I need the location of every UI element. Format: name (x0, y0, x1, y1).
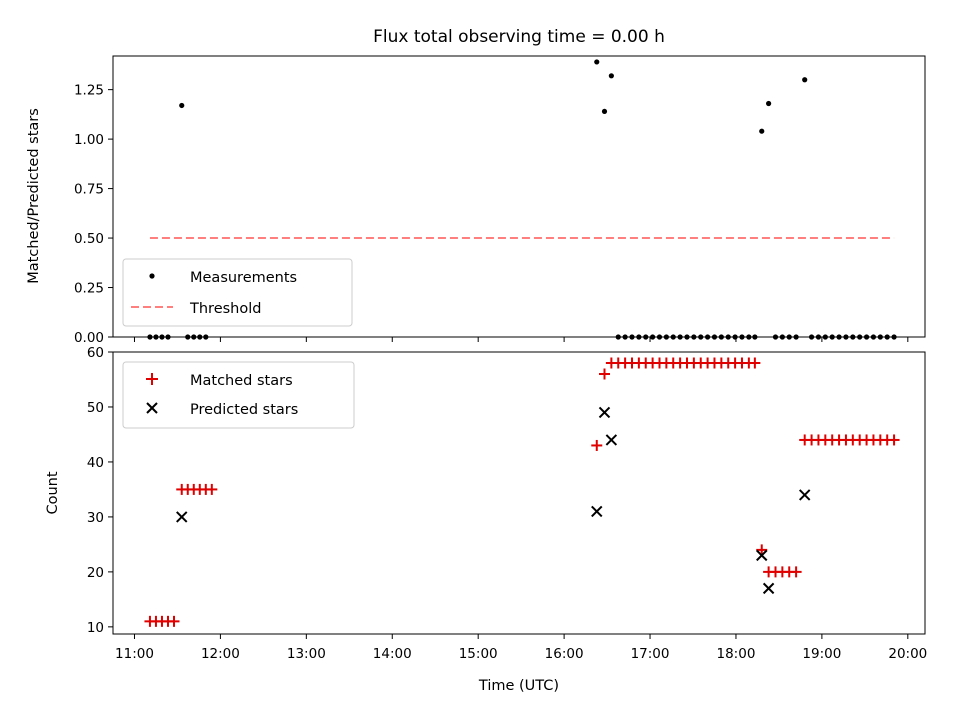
bottom-y-tick-label: 40 (87, 455, 104, 471)
x-tick-label: 11:00 (115, 646, 154, 662)
x-tick-label: 18:00 (717, 646, 756, 662)
predicted-stars-point (762, 582, 775, 595)
bottom-y-tick-label: 30 (87, 510, 104, 526)
matched-stars-point (168, 615, 180, 627)
predicted-stars-point (605, 434, 618, 446)
measurement-point (179, 102, 185, 109)
legend-bottom: Matched stars Predicted stars (122, 361, 355, 429)
legend-predicted-label: Predicted stars (190, 402, 298, 418)
top-y-tick-label: 0.50 (74, 231, 104, 247)
bottom-y-tick-label: 60 (87, 345, 104, 361)
predicted-stars-point (798, 489, 811, 501)
matched-stars-point (749, 357, 761, 369)
legend-matched-marker (146, 373, 158, 385)
top-y-tick-label: 1.00 (74, 132, 104, 148)
legend-matched-label: Matched stars (190, 373, 293, 389)
measurement-point (608, 73, 614, 79)
y-axis-label-ratio: Matched/Predicted stars (26, 108, 42, 284)
x-tick-label: 19:00 (802, 646, 841, 662)
bottom-y-tick-label: 20 (87, 565, 104, 581)
matched-stars-point (598, 368, 610, 380)
x-tick-label: 12:00 (201, 646, 240, 662)
legend-predicted-marker (146, 402, 158, 414)
predicted-stars-point (598, 406, 611, 419)
chart-title: Flux total observing time = 0.00 h (373, 27, 665, 47)
bottom-y-tick-label: 50 (87, 400, 104, 416)
x-tick-label: 13:00 (287, 646, 326, 662)
matched-stars-point (790, 566, 802, 578)
legend-threshold-label: Threshold (189, 301, 261, 317)
bottom-data-marks (144, 357, 900, 627)
measurement-point (601, 108, 608, 115)
legend-bottom-frame (122, 361, 355, 429)
x-tick-label: 20:00 (888, 646, 927, 662)
top-y-tick-label: 1.25 (74, 83, 104, 99)
measurement-point (802, 77, 808, 83)
x-axis-label: Time (UTC) (478, 678, 559, 694)
bottom-y-tick-label: 10 (87, 620, 104, 636)
top-y-tick-label: 0.75 (74, 182, 104, 198)
x-tick-label: 15:00 (459, 646, 498, 662)
matched-stars-point (888, 434, 900, 446)
measurement-point (594, 59, 600, 65)
matched-stars-point (206, 483, 218, 495)
legend-top: Measurements Threshold (122, 258, 353, 327)
predicted-stars-point (591, 505, 603, 518)
matched-stars-point (591, 439, 603, 451)
top-axes-frame (112, 55, 926, 338)
top-y-tick-label: 0.00 (74, 330, 104, 346)
predicted-stars-point (756, 549, 768, 562)
matched-stars-point (756, 544, 768, 556)
y-axis-label-count: Count (45, 471, 61, 514)
measurement-point (759, 128, 765, 134)
legend-measurements-marker (149, 273, 155, 279)
x-tick-label: 14:00 (373, 646, 412, 662)
predicted-stars-point (176, 511, 188, 523)
x-tick-label: 16:00 (545, 646, 584, 662)
legend-measurements-label: Measurements (190, 270, 297, 286)
legend-top-frame (122, 258, 353, 327)
top-panel: 0.00 0.25 0.50 0.75 1.00 1.25 Matched/Predict… (26, 55, 926, 346)
measurement-point (766, 100, 772, 107)
top-y-tick-label: 0.25 (74, 281, 104, 297)
bottom-axes-frame (112, 351, 926, 635)
bottom-panel: 11:00 12:00 13:00 14:00 15:00 16:00 17:00 18:00… (45, 345, 927, 694)
x-tick-label: 17:00 (631, 646, 670, 662)
